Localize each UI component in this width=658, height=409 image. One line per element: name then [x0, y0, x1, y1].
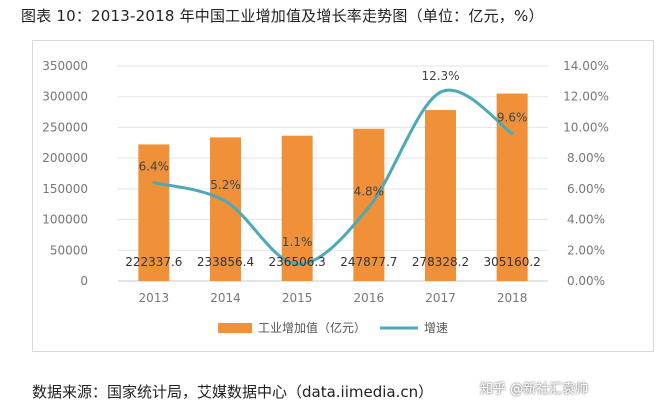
growth-value-label: 1.1%: [282, 235, 313, 249]
x-tick-label: 2017: [425, 291, 456, 305]
bar-value-label: 233856.4: [197, 255, 254, 269]
bar-2016: [353, 128, 385, 281]
y-left-tick-label: 0: [80, 274, 88, 288]
y-left-tick-label: 250000: [42, 120, 88, 134]
y-left-tick-label: 200000: [42, 151, 88, 165]
growth-value-label: 6.4%: [139, 160, 170, 174]
watermark: 知乎 @新社汇袁帅: [480, 382, 589, 397]
y-left-tick-label: 50000: [50, 243, 88, 257]
y-left-tick-label: 300000: [42, 90, 88, 104]
x-tick-label: 2015: [282, 291, 313, 305]
legend-bar-swatch: [218, 323, 252, 333]
growth-value-label: 9.6%: [497, 111, 528, 125]
bar-value-label: 247877.7: [340, 255, 397, 269]
y-left-tick-label: 350000: [42, 59, 88, 73]
chart-frame: [32, 40, 654, 352]
y-right-tick-label: 10.00%: [563, 120, 609, 134]
y-right-tick-label: 8.00%: [567, 151, 605, 165]
x-tick-label: 2018: [497, 291, 528, 305]
y-right-tick-label: 0.00%: [567, 274, 605, 288]
x-tick-label: 2016: [354, 291, 385, 305]
x-tick-label: 2013: [139, 291, 170, 305]
growth-value-label: 12.3%: [421, 69, 459, 83]
bar-value-label: 222337.6: [125, 255, 182, 269]
bar-value-label: 236506.3: [269, 255, 326, 269]
y-right-tick-label: 14.00%: [563, 59, 609, 73]
x-tick-label: 2014: [210, 291, 241, 305]
bar-2015: [281, 135, 313, 281]
source-note: 数据来源：国家统计局，艾媒数据中心（data.iimedia.cn）: [32, 383, 434, 401]
growth-value-label: 5.2%: [210, 178, 241, 192]
bar-2017: [425, 110, 456, 281]
y-left-tick-label: 150000: [42, 182, 88, 196]
y-right-tick-label: 6.00%: [567, 182, 605, 196]
legend-line-label: 增速: [424, 321, 448, 335]
y-right-tick-label: 4.00%: [567, 213, 605, 227]
y-right-tick-label: 2.00%: [567, 243, 605, 257]
bar-value-label: 278328.2: [412, 255, 469, 269]
y-right-tick-label: 12.00%: [563, 90, 609, 104]
legend-bar-label: 工业增加值（亿元）: [258, 320, 366, 335]
bar-2013: [138, 144, 170, 281]
bar-value-label: 305160.2: [484, 255, 541, 269]
growth-value-label: 4.8%: [354, 184, 385, 198]
chart-title: 图表 10：2013-2018 年中国工业增加值及增长率走势图（单位：亿元，%）: [21, 7, 544, 25]
growth-rate-line: [152, 88, 514, 266]
y-left-tick-label: 100000: [42, 213, 88, 227]
